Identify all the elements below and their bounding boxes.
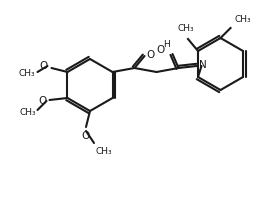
Text: CH₃: CH₃ xyxy=(234,15,251,24)
Text: O: O xyxy=(147,50,155,60)
Text: CH₃: CH₃ xyxy=(20,108,37,116)
Text: O: O xyxy=(38,96,46,106)
Text: O: O xyxy=(39,61,48,71)
Text: CH₃: CH₃ xyxy=(178,24,194,33)
Text: CH₃: CH₃ xyxy=(96,147,113,156)
Text: H: H xyxy=(163,40,170,48)
Text: O: O xyxy=(82,131,90,141)
Text: CH₃: CH₃ xyxy=(19,69,36,77)
Text: N: N xyxy=(199,60,206,70)
Text: O: O xyxy=(156,45,165,55)
